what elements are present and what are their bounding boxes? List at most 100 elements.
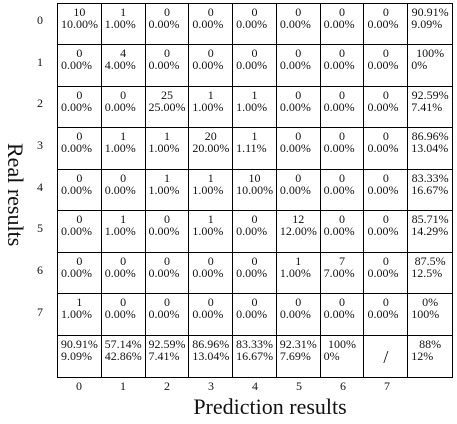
cell-percent: 0.00%: [104, 265, 136, 280]
cell-value: 1: [120, 212, 127, 227]
matrix-cell: 1 1.11%: [233, 128, 277, 170]
cell-value: 0: [382, 253, 389, 268]
cell-value: 0: [382, 212, 389, 227]
matrix-cell: 10 10.00%: [233, 169, 277, 212]
cell-percent: 0.00%: [367, 99, 399, 114]
cell-percent: 0.00%: [367, 17, 399, 31]
row-tick-label: 2: [37, 96, 43, 111]
matrix-cell: 1 1.00%: [101, 211, 146, 253]
cell-percent: 12.00%: [279, 224, 317, 239]
matrix-cell: 0 0.00%: [320, 86, 365, 129]
cell-percent: 10.00%: [236, 182, 274, 197]
cell-value: 83.33%: [411, 170, 449, 185]
matrix-cell: 0 0.00%: [58, 211, 102, 253]
cell-percent: 0.00%: [279, 58, 311, 73]
cell-percent: 10.00%: [61, 17, 98, 31]
matrix-cell: 10 10.00%: [58, 4, 102, 46]
cell-percent: 1.00%: [148, 182, 180, 197]
row-tick-label: 6: [37, 263, 43, 277]
cell-percent: 0.00%: [148, 17, 180, 31]
cell-value: 20: [204, 129, 217, 144]
cell-value: 0: [339, 129, 346, 144]
cell-percent: 0.00%: [323, 224, 355, 239]
matrix-cell: 1 1.00%: [189, 211, 234, 253]
cell-value: 0: [339, 46, 346, 61]
cell-value: 0: [339, 87, 346, 102]
cell-value: 0: [207, 46, 214, 61]
matrix-cell: 0 0.00%: [189, 45, 234, 87]
cell-percent: 1.00%: [104, 224, 136, 239]
cell-percent: 0.00%: [192, 17, 224, 31]
cell-value: 0: [295, 170, 302, 185]
cell-value: 0: [76, 212, 83, 227]
cell-percent: 0.00%: [279, 307, 311, 322]
cell-percent: 9.09%: [411, 17, 443, 31]
cell-value: 0: [339, 170, 346, 185]
cell-percent: 16.67%: [236, 348, 274, 363]
confusion-matrix-table: 10 10.00% 1 1.00% 0 0.00% 0 0.00% 0 0.00% 0 0.00% 0 0…: [57, 3, 453, 378]
matrix-cell: 92.59% 7.41%: [408, 87, 452, 129]
cell-percent: 0.00%: [367, 58, 399, 73]
matrix-cell: 85.71% 14.29%: [408, 211, 452, 253]
cell-percent: 0.00%: [279, 17, 311, 31]
cell-value: 0: [163, 253, 170, 268]
row-tick-label: 1: [37, 54, 43, 69]
cell-percent: 0%: [323, 348, 340, 363]
cell-percent: 13.04%: [411, 141, 449, 156]
cell-percent: 16.67%: [411, 182, 449, 197]
matrix-cell: 1 1.00%: [233, 86, 277, 129]
cell-value: 1: [207, 170, 214, 185]
cell-value: 0: [339, 212, 346, 227]
matrix-cell: 0 0.00%: [320, 45, 365, 87]
cell-value: 0: [120, 170, 127, 185]
row-tick-label: 5: [37, 221, 43, 236]
matrix-cell: 1 1.00%: [58, 294, 102, 336]
matrix-cell: 86.96% 13.04%: [408, 128, 452, 170]
cell-percent: 100%: [411, 307, 440, 322]
cell-value: 1: [76, 295, 83, 310]
matrix-cell: 87.5% 12.5%: [408, 253, 452, 295]
matrix-cell: 0 0.00%: [58, 169, 102, 212]
matrix-cell: 0 0.00%: [233, 294, 277, 336]
matrix-cell: 0 0.00%: [58, 252, 102, 295]
col-tick-label: 5: [296, 379, 302, 393]
matrix-cell: 92.31% 7.69%: [277, 335, 321, 377]
cell-percent: 1.00%: [104, 141, 136, 156]
cell-percent: 9.09%: [61, 348, 92, 363]
cell-value: 0: [251, 5, 258, 19]
cell-percent: 0.00%: [148, 58, 180, 73]
y-axis-label: Real results: [3, 143, 28, 247]
cell-value: 0: [295, 46, 302, 61]
cell-slash: /: [383, 347, 389, 368]
cell-percent: 0.00%: [236, 307, 268, 322]
matrix-cell: 1 1.00%: [276, 252, 321, 295]
cell-value: 0: [382, 129, 389, 144]
matrix-cell: 0 0.00%: [58, 45, 102, 87]
cell-value: 0: [295, 87, 302, 102]
cell-percent: 0.00%: [323, 17, 355, 31]
cell-value: 0: [295, 5, 302, 19]
cell-percent: 0.00%: [104, 99, 136, 114]
cell-value: 1: [207, 212, 214, 227]
cell-value: 0: [251, 295, 258, 310]
cell-value: 0: [339, 295, 346, 310]
cell-percent: 0.00%: [192, 265, 224, 280]
cell-value: 90.91%: [411, 5, 449, 19]
matrix-cell: 0 0.00%: [276, 128, 321, 170]
cell-value: 1: [251, 129, 258, 144]
col-tick-label: 1: [120, 379, 126, 393]
row-tick-label: 3: [37, 138, 43, 152]
cell-value: 12: [292, 212, 305, 227]
cell-percent: 0.00%: [367, 182, 399, 197]
cell-value: 0: [207, 295, 214, 310]
cell-percent: 0.00%: [236, 224, 268, 239]
cell-percent: 7.41%: [411, 99, 443, 114]
matrix-cell: 92.59% 7.41%: [146, 335, 190, 377]
cell-percent: 20.00%: [192, 141, 230, 156]
cell-value: 0: [120, 295, 127, 310]
cell-percent: 0.00%: [192, 58, 224, 73]
cell-value: 85.71%: [411, 212, 449, 227]
cell-value: 0: [120, 87, 127, 102]
cell-percent: 1.00%: [236, 99, 268, 114]
matrix-cell: 0 0.00%: [276, 294, 321, 336]
